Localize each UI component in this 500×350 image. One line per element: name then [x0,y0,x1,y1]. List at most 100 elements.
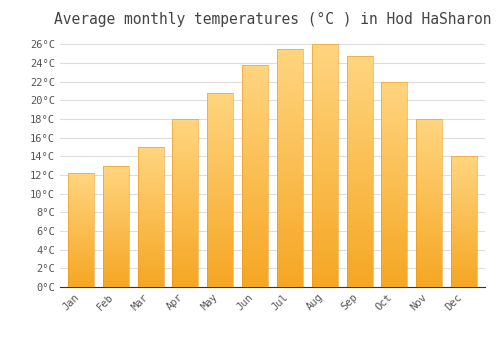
Bar [242,231,268,234]
Bar [312,47,338,49]
Bar [138,147,164,287]
Bar [207,262,234,264]
Bar [102,170,129,172]
Bar [346,208,372,211]
Bar [277,228,303,230]
Bar [346,204,372,206]
Bar [102,204,129,206]
Bar [416,241,442,243]
Bar [312,209,338,212]
Bar [68,220,94,221]
Bar [172,181,199,183]
Bar [277,220,303,223]
Bar [207,153,234,155]
Bar [416,166,442,168]
Bar [451,168,477,169]
Bar [242,154,268,156]
Bar [277,85,303,87]
Bar [172,282,199,284]
Bar [277,139,303,142]
Bar [102,264,129,265]
Bar [451,230,477,231]
Bar [382,108,407,110]
Bar [207,161,234,163]
Bar [312,107,338,110]
Bar [102,275,129,276]
Bar [207,134,234,135]
Bar [138,230,164,231]
Bar [451,167,477,168]
Bar [382,106,407,108]
Bar [172,243,199,245]
Bar [277,80,303,82]
Bar [172,235,199,237]
Bar [242,282,268,285]
Bar [207,141,234,144]
Bar [138,167,164,168]
Bar [451,275,477,276]
Bar [312,127,338,129]
Bar [382,268,407,271]
Bar [207,169,234,170]
Bar [102,265,129,266]
Bar [207,279,234,281]
Bar [172,230,199,232]
Bar [451,252,477,253]
Bar [68,254,94,255]
Bar [416,186,442,188]
Bar [207,199,234,202]
Bar [242,203,268,205]
Bar [277,147,303,149]
Bar [102,186,129,188]
Bar [242,269,268,272]
Bar [207,147,234,149]
Bar [102,201,129,202]
Bar [346,174,372,176]
Bar [346,178,372,181]
Bar [242,114,268,116]
Bar [172,158,199,159]
Bar [242,223,268,225]
Bar [102,269,129,270]
Bar [138,183,164,185]
Bar [277,97,303,99]
Bar [68,275,94,277]
Bar [102,172,129,173]
Bar [242,163,268,165]
Bar [172,206,199,208]
Bar [451,218,477,219]
Bar [416,174,442,176]
Bar [312,115,338,117]
Bar [138,252,164,253]
Bar [346,206,372,208]
Bar [382,233,407,236]
Bar [102,243,129,245]
Bar [312,272,338,275]
Bar [68,182,94,183]
Bar [207,275,234,277]
Bar [346,162,372,164]
Bar [451,227,477,228]
Bar [102,242,129,243]
Bar [451,216,477,218]
Bar [346,259,372,261]
Bar [346,134,372,136]
Bar [277,66,303,68]
Bar [102,279,129,280]
Bar [172,138,199,139]
Bar [416,191,442,193]
Bar [207,244,234,246]
Bar [138,200,164,202]
Bar [277,58,303,61]
Bar [346,160,372,162]
Bar [138,234,164,235]
Bar [138,227,164,228]
Bar [346,95,372,97]
Bar [102,217,129,218]
Bar [242,83,268,85]
Bar [207,103,234,105]
Bar [242,169,268,172]
Bar [277,87,303,90]
Bar [172,272,199,274]
Bar [172,258,199,260]
